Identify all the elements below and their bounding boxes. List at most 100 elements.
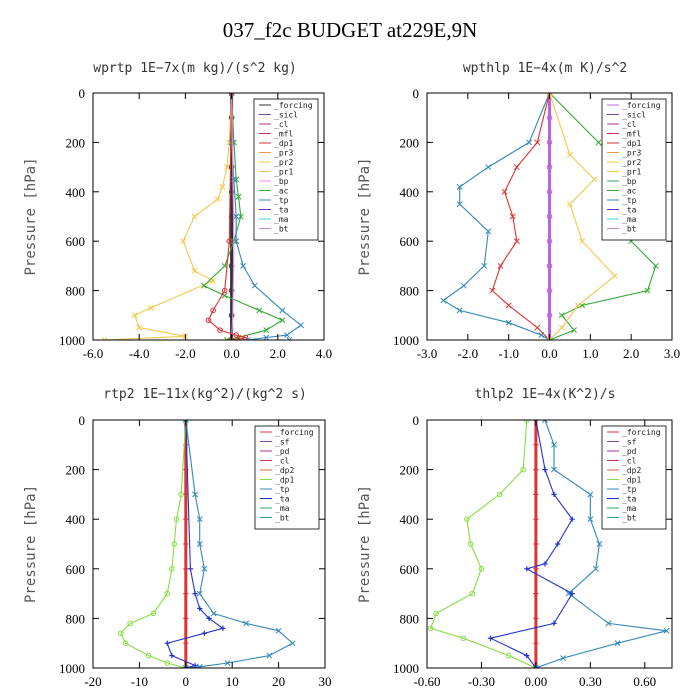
data-point-pr1	[219, 183, 226, 190]
legend-label: _bt	[622, 514, 637, 523]
y-tick-label: 400	[400, 512, 420, 527]
data-point-pr1	[147, 304, 154, 311]
data-point-dp1	[467, 541, 474, 547]
panel-title: thlp2 1E−4x(K^2)/s	[475, 387, 616, 402]
y-tick-label: 0	[413, 86, 420, 101]
data-point-forcing	[533, 442, 539, 448]
data-point-ta	[206, 615, 212, 621]
legend-label: _pd	[622, 447, 637, 456]
data-point-dp1	[173, 516, 180, 523]
y-tick-label: 600	[66, 234, 86, 249]
x-tick-label: -0.60	[413, 674, 440, 689]
legend-label: _pr1	[622, 168, 641, 177]
data-point-tp	[196, 663, 203, 668]
data-point-forcing	[546, 263, 553, 269]
data-point-dp1	[178, 491, 184, 498]
legend-label: _pd	[275, 447, 290, 456]
data-point-pr1	[191, 267, 198, 274]
panel-title: wpthlp 1E−4x(m K)/s^2	[463, 61, 627, 76]
data-point-tp	[182, 420, 189, 423]
panel-title: rtp2 1E−11x(kg^2)/(kg^2 s)	[103, 387, 307, 402]
data-point-tp	[560, 655, 567, 662]
legend-label: _ma	[622, 504, 637, 513]
data-point-ta	[542, 467, 548, 473]
series-line-dp1	[120, 420, 187, 668]
data-point-tp	[565, 590, 572, 597]
x-tick-label: 0.00	[525, 674, 548, 689]
data-point-pr1	[101, 337, 108, 340]
data-point-dp1	[497, 262, 504, 269]
data-point-tp	[289, 640, 296, 647]
data-point-pr1	[566, 201, 573, 208]
x-tick-label: -20	[84, 674, 101, 689]
data-point-forcing	[546, 312, 553, 319]
data-point-tp	[592, 565, 599, 572]
data-point-pr1	[191, 213, 198, 220]
legend-label: _sf	[622, 438, 637, 447]
data-point-pr1	[214, 196, 221, 203]
y-tick-label: 400	[400, 185, 420, 200]
data-point-ta	[164, 640, 170, 646]
legend-label: _ta	[275, 495, 290, 504]
figure-title: 037_f2c BUDGET at229E,9N	[222, 18, 478, 42]
series-line-ac	[202, 93, 284, 340]
legend-label: _tp	[274, 196, 289, 205]
data-point-tp	[182, 665, 189, 668]
data-point-tp	[279, 307, 286, 314]
plot-frame	[92, 92, 325, 341]
data-point-tp	[456, 183, 463, 190]
data-point-dp1	[238, 335, 244, 340]
data-point-tp	[192, 491, 199, 498]
y-tick-label: 0	[413, 413, 420, 428]
data-point-ta	[169, 653, 175, 659]
data-point-forcing	[228, 312, 235, 319]
x-tick-label: 0.0	[541, 346, 557, 361]
x-tick-label: 1.0	[582, 346, 598, 361]
data-point-forcing	[183, 591, 189, 597]
legend-label: _ma	[622, 215, 637, 224]
data-point-ac	[652, 262, 659, 269]
legend-label: _ac	[274, 187, 289, 196]
x-tick-label: 2.0	[270, 346, 286, 361]
legend-label: _cl	[275, 457, 290, 466]
x-tick-label: 0.0	[223, 346, 239, 361]
data-point-tp	[505, 319, 512, 326]
series-line-ta	[488, 420, 573, 668]
data-point-dp1	[509, 213, 516, 220]
data-point-tp	[605, 620, 612, 627]
data-point-dp1	[520, 466, 526, 473]
data-point-tp	[460, 282, 467, 289]
data-point-tp	[614, 640, 621, 647]
data-point-pr1	[131, 312, 138, 319]
data-point-dp1	[164, 590, 171, 597]
legend-label: _dp1	[622, 139, 641, 148]
legend-label: _ta	[622, 495, 637, 504]
x-tick-label: 0	[183, 674, 190, 689]
legend-label: _cl	[274, 120, 289, 129]
data-point-tp	[456, 201, 463, 208]
y-tick-label: 200	[400, 135, 420, 150]
legend-box	[601, 425, 667, 530]
data-point-ta	[197, 605, 203, 612]
data-point-tp	[286, 337, 293, 340]
data-point-tp	[663, 627, 670, 634]
x-tick-label: -2.0	[175, 346, 196, 361]
y-tick-label: 600	[400, 234, 420, 249]
y-axis-label: Pressure [hPa]	[23, 157, 39, 275]
series-line-ta	[166, 420, 225, 668]
series-group	[440, 93, 659, 340]
legend-label: _bt	[274, 225, 289, 234]
legend-label: _sicl	[274, 111, 298, 120]
legend-label: _ta	[274, 206, 289, 215]
data-point-tp	[542, 420, 548, 423]
data-point-tp	[230, 176, 237, 183]
data-point-tp	[297, 322, 304, 329]
legend-label: _pr3	[274, 149, 293, 158]
x-tick-label: -0.30	[468, 674, 495, 689]
y-tick-label: 800	[400, 284, 420, 299]
legend-label: _dp2	[275, 466, 294, 475]
legend-label: _pr2	[622, 158, 641, 167]
data-point-tp	[243, 620, 250, 627]
legend-label: _dp1	[274, 139, 293, 148]
